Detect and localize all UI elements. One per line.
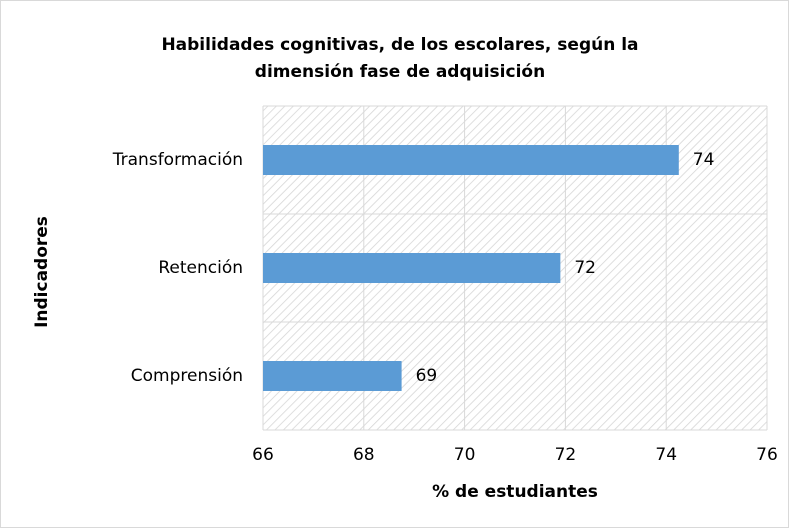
y-tick-label: Comprensión <box>131 366 243 386</box>
x-tick-label: 66 <box>252 445 274 465</box>
x-axis-title: % de estudiantes <box>432 482 598 502</box>
value-label: 69 <box>416 366 438 386</box>
chart-title: Habilidades cognitivas, de los escolares… <box>161 35 638 55</box>
x-tick-label: 74 <box>655 445 677 465</box>
y-axis-title: Indicadores <box>32 216 52 328</box>
x-tick-label: 70 <box>454 445 476 465</box>
value-label: 74 <box>693 150 715 170</box>
value-label: 72 <box>574 258 596 278</box>
x-tick-label: 68 <box>353 445 375 465</box>
y-tick-label: Transformación <box>112 150 243 170</box>
x-tick-label: 76 <box>756 445 778 465</box>
x-tick-label: 72 <box>555 445 577 465</box>
y-tick-label: Retención <box>158 258 243 278</box>
chart-title: dimensión fase de adquisición <box>255 62 545 82</box>
bar <box>263 361 402 391</box>
bar <box>263 253 561 283</box>
bar <box>263 145 679 175</box>
